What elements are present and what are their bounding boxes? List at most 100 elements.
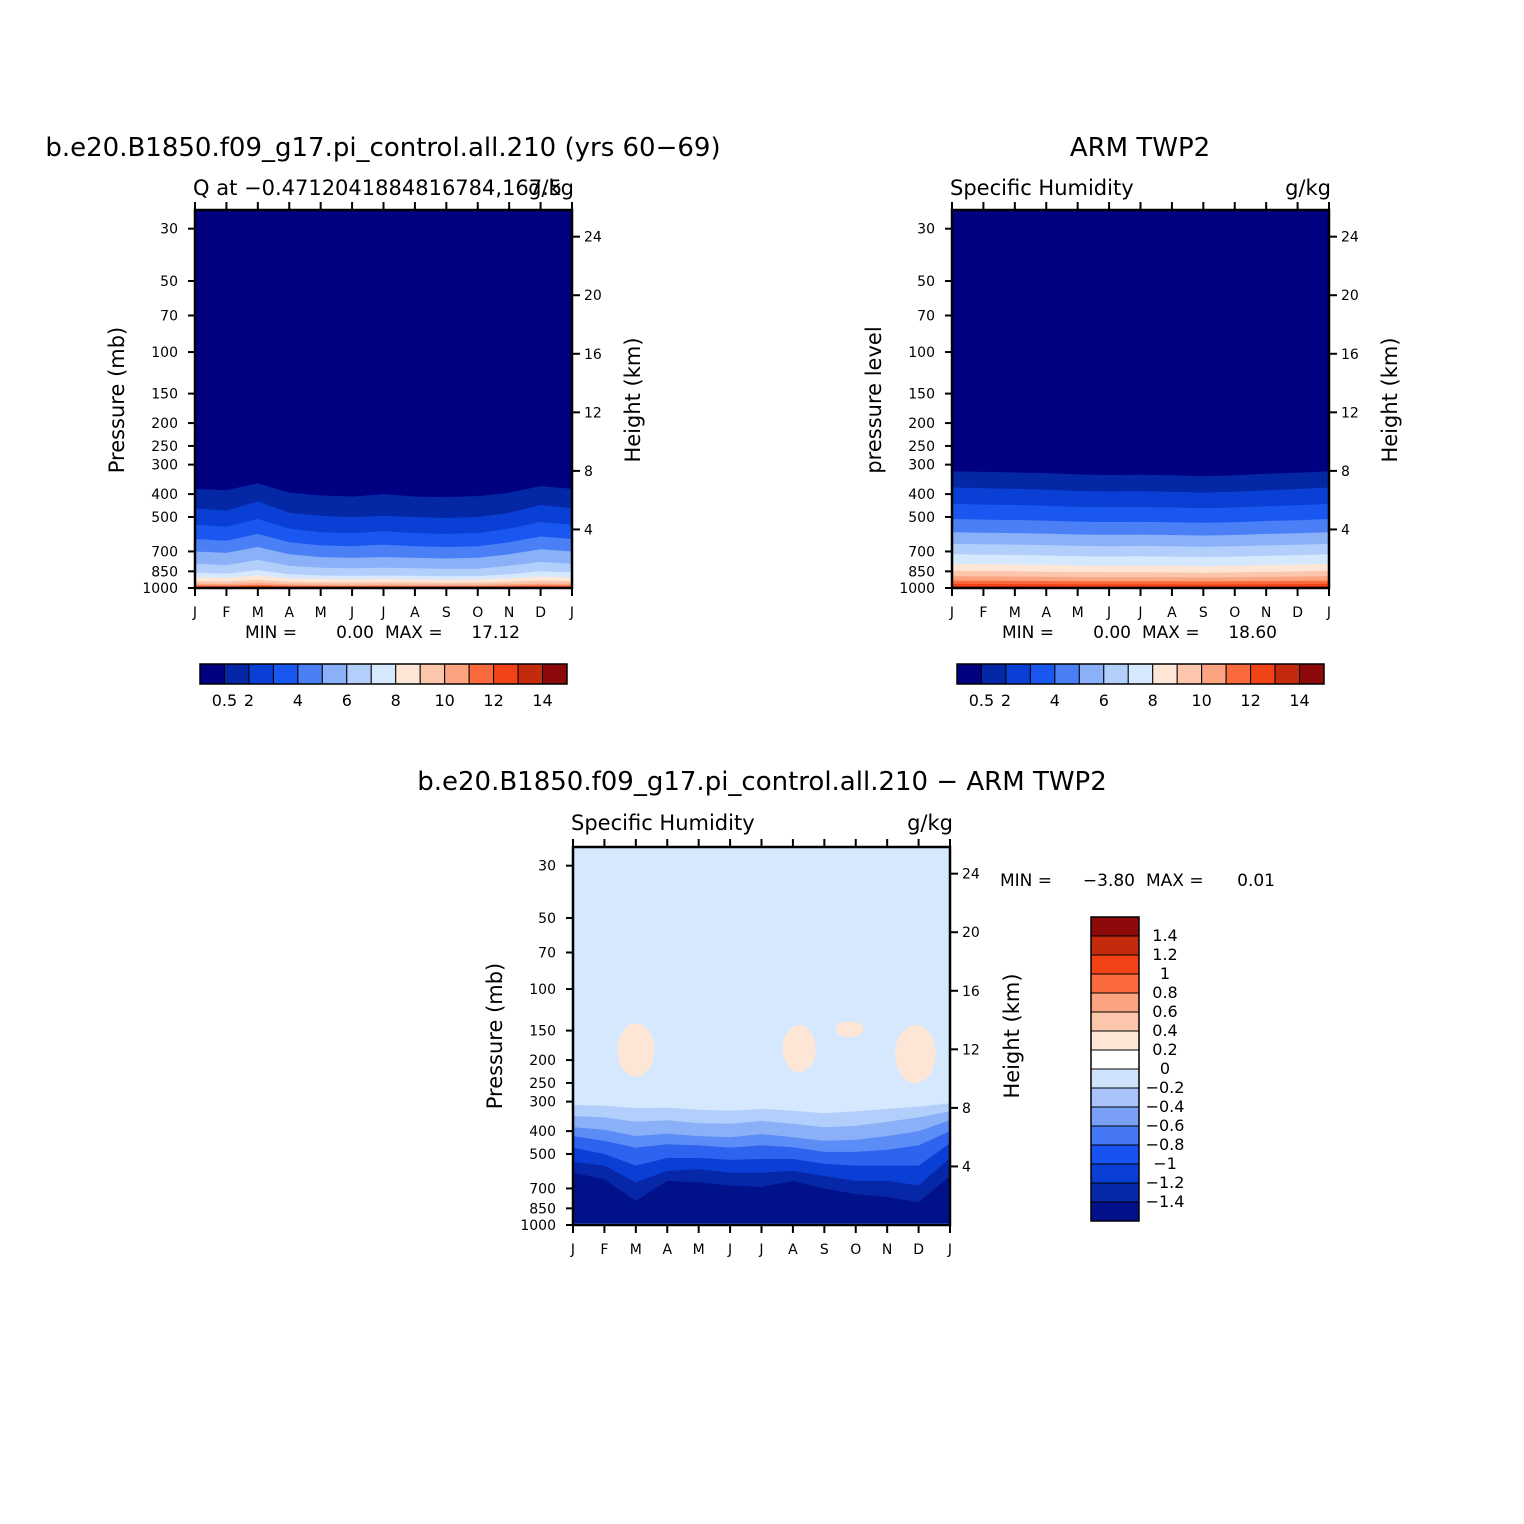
- x-tick-label: S: [820, 1242, 829, 1258]
- x-tick-label: J: [569, 605, 574, 621]
- y-tick-label: 250: [529, 1076, 556, 1092]
- x-tick-label: M: [630, 1242, 642, 1258]
- colorbar-label: −1.2: [1146, 1173, 1185, 1192]
- y-tick-label: 1000: [142, 581, 178, 597]
- x-tick-label: F: [600, 1242, 608, 1258]
- y-tick-label: 1000: [520, 1218, 556, 1234]
- colorbar-label: 0.4: [1152, 1021, 1177, 1040]
- panel-obs-title: ARM TWP2: [1070, 133, 1210, 163]
- y-tick-label: 250: [151, 439, 178, 455]
- colorbar-swatch: [493, 663, 519, 685]
- colorbar-swatch: [1090, 1144, 1140, 1165]
- colorbar-swatch: [1090, 1087, 1140, 1108]
- colorbar-label: 14: [532, 691, 552, 710]
- y-tick-label: 300: [151, 458, 178, 474]
- colorbar-label: 0.2: [1152, 1040, 1177, 1059]
- colorbar-label: 1: [1160, 964, 1170, 983]
- panel-diff-title: b.e20.B1850.f09_g17.pi_control.all.210 −…: [417, 767, 1107, 797]
- x-tick-label: D: [535, 605, 546, 621]
- y-tick-label: 500: [151, 510, 178, 526]
- panel-model-subtitle-left: Q at −0.4712041884816784,167.5: [193, 176, 562, 200]
- colorbar-frame: [956, 663, 1325, 685]
- x-tick-label: S: [442, 605, 451, 621]
- y-tick-label: 700: [908, 544, 935, 560]
- colorbar-swatch: [1090, 1125, 1140, 1146]
- panel-obs-max-label: MAX =: [1142, 623, 1200, 643]
- x-tick-label: J: [949, 605, 954, 621]
- x-tick-label: J: [727, 1242, 732, 1258]
- colorbar-swatch: [1090, 973, 1140, 994]
- panel-model-plot-area: J F M A M J J A S O N D J 30 50 70 100 150 200 250 300 400 500…: [142, 202, 602, 621]
- y-tick-label: 400: [908, 487, 935, 503]
- x-tick-label: M: [1009, 605, 1021, 621]
- colorbar-swatch: [395, 663, 421, 685]
- panel-diff-ylabel: Pressure (mb): [483, 963, 507, 1110]
- colorbar-label: −0.6: [1146, 1116, 1185, 1135]
- panel-obs-units: g/kg: [1285, 176, 1331, 200]
- y-tick-label: 70: [538, 946, 556, 962]
- colorbar-label: 6: [342, 691, 352, 710]
- panel-model: b.e20.B1850.f09_g17.pi_control.all.210 (…: [45, 133, 720, 710]
- colorbar-swatch: [1201, 663, 1227, 685]
- y-tick-label: 50: [538, 911, 556, 927]
- colorbar-swatch: [370, 663, 397, 685]
- colorbar-label: 6: [1099, 691, 1109, 710]
- panel-obs: ARM TWP2 Specific Humidity g/kg J F M A M J J A…: [862, 133, 1402, 710]
- y-tick-label: 50: [160, 274, 178, 290]
- panel-obs-min-value: 0.00: [1093, 623, 1131, 643]
- colorbar-swatch: [980, 663, 1007, 685]
- colorbar-swatch: [1090, 916, 1140, 937]
- colorbar-swatch: [1078, 663, 1105, 685]
- panel-diff-min-label: MIN =: [1000, 871, 1052, 891]
- y-tick-label: 150: [151, 387, 178, 403]
- y-tick-label: 70: [160, 309, 178, 325]
- y-tick-right-label: 4: [584, 522, 593, 538]
- colorbar-label: 10: [1191, 691, 1211, 710]
- y-tick-label: 30: [160, 222, 178, 238]
- x-tick-label: J: [192, 605, 197, 621]
- y-tick-right-label: 16: [1341, 347, 1359, 363]
- panel-model-min-value: 0.00: [336, 623, 374, 643]
- x-tick-label: F: [222, 605, 230, 621]
- colorbar-swatch: [1090, 1106, 1140, 1127]
- colorbar-label: 0.8: [1152, 983, 1177, 1002]
- panel-obs-min-label: MIN =: [1002, 623, 1054, 643]
- colorbar-swatch: [1005, 663, 1031, 685]
- y-tick-right-label: 4: [962, 1159, 971, 1175]
- y-tick-right-label: 24: [962, 867, 980, 883]
- colorbar-label: −0.2: [1146, 1078, 1185, 1097]
- y-tick-label: 100: [529, 982, 556, 998]
- y-tick-label: 150: [908, 387, 935, 403]
- colorbar-frame: [199, 663, 568, 685]
- colorbar-frame: [1090, 916, 1140, 1222]
- colorbar-swatch: [1127, 663, 1154, 685]
- panel-diff-colorbar: 1.41.210.80.60.40.20−0.2−0.4−0.6−0.8−1−1…: [1090, 916, 1185, 1222]
- y-tick-label: 100: [151, 345, 178, 361]
- colorbar-swatch: [1054, 663, 1080, 685]
- x-tick-label: M: [315, 605, 327, 621]
- x-tick-label: A: [284, 605, 294, 621]
- y-tick-right-label: 12: [584, 405, 602, 421]
- colorbar-swatch: [542, 663, 568, 685]
- y-tick-right-label: 20: [1341, 288, 1359, 304]
- x-tick-label: J: [380, 605, 385, 621]
- panel-diff-max-value: 0.01: [1237, 871, 1275, 891]
- x-tick-label: A: [410, 605, 420, 621]
- colorbar-swatch: [1274, 663, 1301, 685]
- panel-obs-ylabel: pressure level: [862, 326, 886, 473]
- y-tick-label: 50: [917, 274, 935, 290]
- y-tick-right-label: 8: [1341, 464, 1350, 480]
- colorbar-swatch: [956, 663, 982, 685]
- x-tick-label: A: [1041, 605, 1051, 621]
- y-tick-label: 700: [529, 1181, 556, 1197]
- y-tick-label: 500: [529, 1147, 556, 1163]
- x-tick-label: J: [947, 1242, 952, 1258]
- x-tick-label: F: [979, 605, 987, 621]
- colorbar-swatch: [297, 663, 323, 685]
- y-tick-right-label: 20: [962, 925, 980, 941]
- x-tick-label: O: [472, 605, 483, 621]
- x-tick-label: J: [1137, 605, 1142, 621]
- panel-obs-colorbar: 0.5 2 4 6 8 10 12 14: [956, 663, 1325, 710]
- x-tick-label: N: [882, 1242, 892, 1258]
- panel-obs-plot-area: J F M A M J J A S O N D J 30 50 70 100 150 200 250 300 400 500…: [899, 202, 1359, 621]
